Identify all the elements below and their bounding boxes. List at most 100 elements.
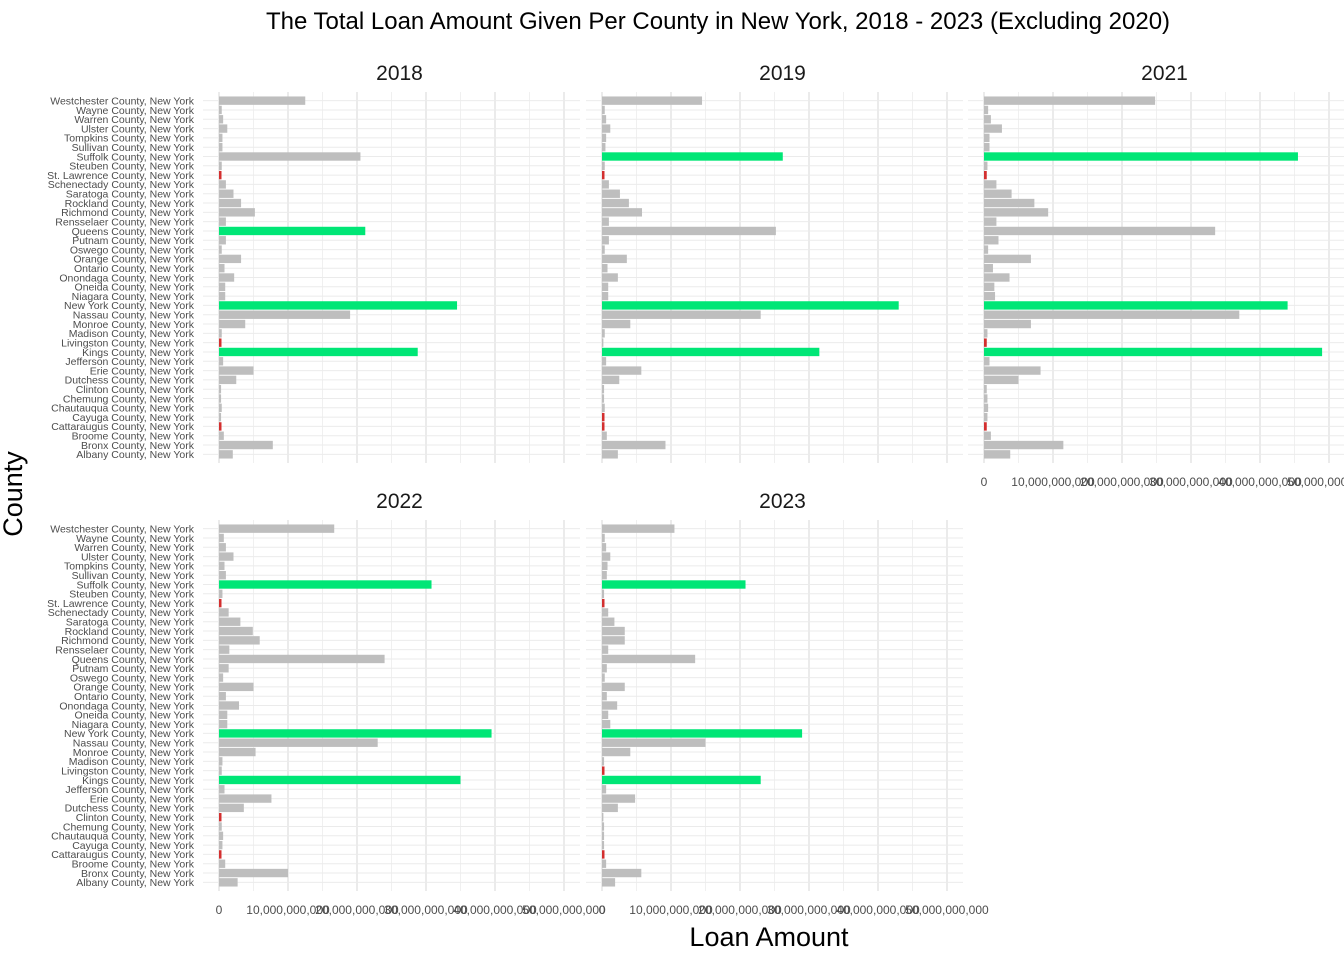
y-tick-label: Steuben County, New York xyxy=(69,589,194,601)
y-tick-label: Orange County, New York xyxy=(73,682,194,694)
bar-2019-9 xyxy=(602,180,609,189)
bar-2023-30 xyxy=(602,803,618,813)
y-tick-label: Kings County, New York xyxy=(82,347,195,359)
y-axis-title: County xyxy=(0,451,28,537)
bar-2022-24 xyxy=(219,747,256,757)
bar-2023-14 xyxy=(602,654,696,664)
bar-2023-23 xyxy=(602,738,706,747)
bar-2022-5 xyxy=(219,571,226,580)
bar-2018-7 xyxy=(219,161,222,170)
y-tick-label: Wayne County, New York xyxy=(76,105,195,117)
bar-2022-6 xyxy=(219,580,432,589)
x-tick-label: 20,000,000,000 xyxy=(698,903,782,917)
bar-2019-1 xyxy=(602,105,605,115)
bar-2018-37 xyxy=(219,440,273,450)
y-tick-label: Richmond County, New York xyxy=(61,635,195,647)
bar-2022-3 xyxy=(219,552,234,561)
y-tick-label: Orange County, New York xyxy=(73,254,194,266)
bar-2018-6 xyxy=(219,152,361,161)
y-tick-label: Suffolk County, New York xyxy=(76,579,194,591)
y-tick-label: Ulster County, New York xyxy=(81,551,195,563)
bar-2018-32 xyxy=(219,394,222,403)
y-tick-label: Jefferson County, New York xyxy=(65,784,194,796)
bar-2018-22 xyxy=(219,301,458,310)
bar-2019-16 xyxy=(602,245,605,254)
bar-2021-36 xyxy=(984,431,991,440)
bar-2022-13 xyxy=(219,645,230,654)
x-tick-label: 10,000,000,000 xyxy=(1011,475,1095,489)
facet-strip-label: 2018 xyxy=(376,62,423,85)
y-tick-label: Monroe County, New York xyxy=(73,319,195,331)
bar-2021-34 xyxy=(984,412,988,422)
bar-2022-12 xyxy=(219,636,260,645)
y-tick-label: Queens County, New York xyxy=(72,654,195,666)
bar-2023-25 xyxy=(602,757,605,766)
bar-2019-19 xyxy=(602,273,618,282)
y-tick-label: Schenectady County, New York xyxy=(48,179,195,191)
y-tick-label: St. Lawrence County, New York xyxy=(47,598,195,610)
bar-2021-13 xyxy=(984,217,997,226)
bar-2023-22 xyxy=(602,729,803,738)
bar-2019-8 xyxy=(602,170,605,180)
x-tick-label: 0 xyxy=(981,475,988,489)
bar-2022-28 xyxy=(219,785,225,794)
bar-2018-19 xyxy=(219,273,235,282)
x-tick-label: 50,000,000,000 xyxy=(1287,475,1344,489)
bar-2021-1 xyxy=(984,105,989,115)
bar-2018-0 xyxy=(219,96,306,105)
bar-2023-9 xyxy=(602,608,609,617)
bar-2023-34 xyxy=(602,840,605,850)
bar-2023-12 xyxy=(602,636,625,645)
x-tick-label: 30,000,000,000 xyxy=(767,903,851,917)
y-tick-label: Madison County, New York xyxy=(69,328,195,340)
bar-2019-0 xyxy=(602,96,703,105)
x-axis-title: Loan Amount xyxy=(689,922,849,952)
bar-2023-2 xyxy=(602,543,607,552)
bar-2022-7 xyxy=(219,589,223,598)
facet-strip-label: 2019 xyxy=(759,62,806,85)
bar-2018-5 xyxy=(219,143,223,152)
x-tick-label: 40,000,000,000 xyxy=(453,903,537,917)
bar-2019-17 xyxy=(602,254,627,264)
y-tick-label: Cayuga County, New York xyxy=(72,840,195,852)
bar-2018-4 xyxy=(219,133,223,143)
bar-2023-11 xyxy=(602,626,625,636)
bar-2022-34 xyxy=(219,840,223,850)
bar-2022-2 xyxy=(219,543,226,552)
bar-2022-36 xyxy=(219,859,226,868)
bar-2019-15 xyxy=(602,236,609,245)
bar-2021-32 xyxy=(984,394,988,403)
bar-2018-38 xyxy=(219,450,233,459)
bar-2023-27 xyxy=(602,775,761,785)
bar-2019-35 xyxy=(602,422,605,431)
bar-2019-31 xyxy=(602,385,605,394)
y-tick-label: Rensselaer County, New York xyxy=(55,644,194,656)
bar-2023-16 xyxy=(602,673,605,682)
y-tick-label: Chemung County, New York xyxy=(63,821,195,833)
bar-2018-2 xyxy=(219,115,224,124)
y-tick-label: Wayne County, New York xyxy=(76,533,195,545)
bar-2019-7 xyxy=(602,161,605,170)
bar-2019-5 xyxy=(602,143,606,152)
y-tick-label: Erie County, New York xyxy=(90,365,195,377)
bar-2022-38 xyxy=(219,878,238,887)
bar-2019-36 xyxy=(602,431,607,440)
facet-strip-label: 2023 xyxy=(759,490,806,513)
bar-2019-3 xyxy=(602,124,611,133)
bar-2023-28 xyxy=(602,785,607,794)
bar-2019-11 xyxy=(602,198,629,208)
bar-2023-36 xyxy=(602,859,607,868)
bar-2023-19 xyxy=(602,701,618,710)
bar-2021-21 xyxy=(984,291,996,301)
bar-2019-22 xyxy=(602,301,899,310)
bar-2022-32 xyxy=(219,822,222,831)
bar-2018-9 xyxy=(219,180,226,189)
bar-2018-8 xyxy=(219,170,222,180)
y-tick-label: Onondaga County, New York xyxy=(59,700,194,712)
y-tick-label: Nassau County, New York xyxy=(73,738,195,750)
y-tick-label: Warren County, New York xyxy=(74,542,194,554)
bar-2019-14 xyxy=(602,226,776,236)
bar-2023-6 xyxy=(602,580,746,589)
